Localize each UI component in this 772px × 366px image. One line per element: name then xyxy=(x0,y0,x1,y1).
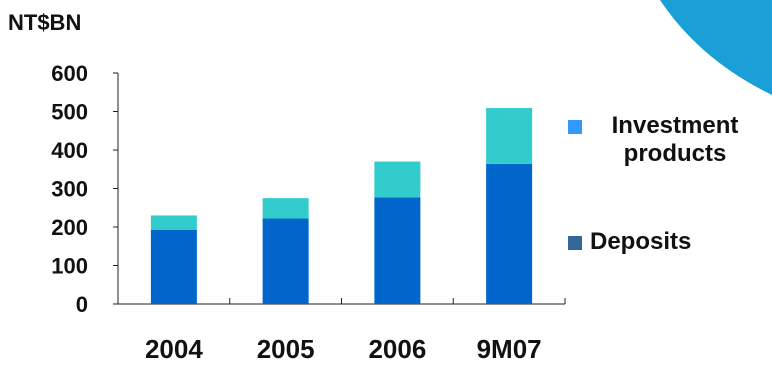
y-tick-label: 400 xyxy=(51,138,88,163)
y-tick-labels: 0 100 200 300 400 500 600 xyxy=(51,61,88,317)
y-tick-label: 500 xyxy=(51,100,88,125)
x-tick-labels: 2004 2005 2006 9M07 xyxy=(145,334,542,364)
bar-deposits xyxy=(486,163,533,304)
legend-item-investment-products: Investment products xyxy=(568,112,760,168)
bar-investment-products xyxy=(150,215,197,230)
bars xyxy=(150,108,533,304)
bar-investment-products xyxy=(262,198,309,219)
y-tick-label: 600 xyxy=(51,61,88,86)
corner-decoration xyxy=(660,0,772,95)
unit-label: NT$BN xyxy=(8,10,82,35)
legend-label-deposits: Deposits xyxy=(590,228,692,255)
bar-investment-products xyxy=(486,108,533,164)
y-tick-label: 100 xyxy=(51,254,88,279)
x-tick-label: 2004 xyxy=(145,334,203,364)
bar-deposits xyxy=(374,197,421,304)
x-tick-label: 9M07 xyxy=(477,334,542,364)
x-tick-label: 2005 xyxy=(257,334,315,364)
bar-deposits xyxy=(262,218,309,304)
y-tick-label: 200 xyxy=(51,215,88,240)
bar-deposits xyxy=(150,229,197,304)
legend-swatch-deposits xyxy=(568,236,582,250)
legend-item-deposits: Deposits xyxy=(568,228,691,256)
x-tick-label: 2006 xyxy=(368,334,426,364)
y-tick-label: 300 xyxy=(51,177,88,202)
legend-label-investment-products: Investment products xyxy=(611,112,739,167)
legend-swatch-investment-products xyxy=(568,120,582,134)
y-tick-label: 0 xyxy=(76,292,88,317)
bar-investment-products xyxy=(374,161,421,198)
